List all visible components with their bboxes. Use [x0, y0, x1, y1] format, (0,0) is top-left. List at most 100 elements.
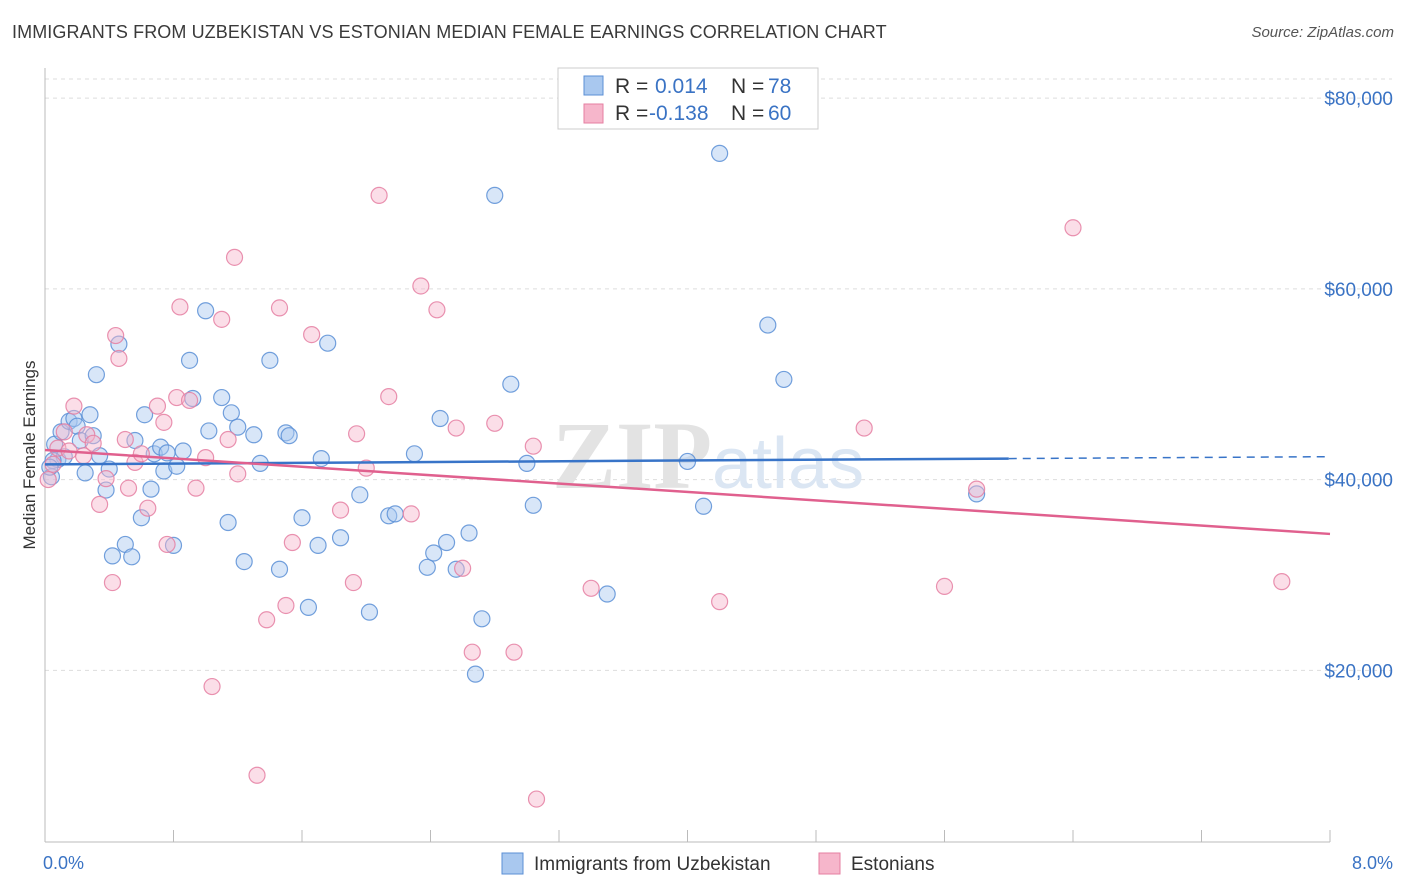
estonians-point	[344, 573, 362, 592]
estonians-point	[155, 413, 173, 431]
uzbekistan-point	[386, 505, 404, 523]
estonians-point	[219, 430, 237, 449]
estonians-point	[203, 677, 221, 696]
estonians-point	[158, 535, 176, 554]
legend-swatch-estonians	[583, 103, 604, 124]
estonians-point	[1273, 573, 1291, 591]
uzbekistan-point	[524, 496, 542, 514]
estonians-point	[283, 533, 301, 552]
uzbekistan-point	[103, 547, 122, 565]
estonians-point	[935, 577, 954, 595]
estonians-point	[180, 391, 199, 410]
uzbekistan-point	[312, 449, 330, 468]
chart-source: Source: ZipAtlas.com	[1251, 24, 1394, 41]
uzbekistan-point	[213, 388, 231, 407]
estonians-point	[91, 495, 109, 513]
uzbekistan-point	[277, 424, 295, 442]
legend-n-value-2: 60	[768, 102, 791, 125]
series-legend: Immigrants from Uzbekistan Estonians	[501, 852, 934, 875]
uzbekistan-point	[180, 351, 199, 369]
estonians-point	[97, 470, 115, 488]
uzbekistan-point	[968, 485, 986, 503]
estonians-point	[107, 326, 125, 345]
estonians-point	[229, 465, 247, 483]
uzbekistan-point	[219, 513, 237, 532]
legend-r-label-1: R =	[615, 75, 648, 98]
legend-swatch-uzbekistan	[583, 75, 604, 96]
uzbekistan-point	[229, 418, 247, 436]
uzbekistan-point	[60, 412, 78, 430]
estonians-point	[524, 437, 542, 455]
estonians-point	[258, 611, 276, 629]
uzbekistan-point	[76, 464, 94, 482]
x-tick-labels: 0.0% 8.0%	[43, 853, 1393, 873]
legend-bottom-swatch-estonians	[818, 852, 841, 875]
y-axis-label: Median Female Earnings	[20, 361, 39, 550]
uzbekistan-point	[270, 560, 289, 578]
correlation-legend: R = 0.014 N = 78 R = -0.138 N = 60	[557, 67, 819, 130]
estonians-point	[84, 434, 102, 452]
uzbekistan-point	[405, 445, 424, 463]
uzbekistan-point	[280, 427, 298, 445]
legend-bottom-label-estonians: Estonians	[851, 854, 934, 875]
estonians-point	[486, 414, 504, 432]
uzbekistan-point	[502, 375, 520, 393]
uzbekistan-point	[460, 524, 478, 542]
estonians-point	[331, 501, 350, 519]
uzbekistan-point	[299, 598, 318, 616]
estonians-point	[110, 349, 128, 368]
uzbekistan-point	[486, 186, 504, 204]
y-tick-label-0: $20,000	[1324, 661, 1393, 682]
uzbekistan-point	[319, 334, 337, 352]
uzbekistan-point	[437, 533, 456, 552]
y-tick-label-1: $40,000	[1324, 471, 1393, 492]
estonians-point	[447, 419, 465, 437]
uzbekistan-point	[200, 422, 218, 440]
estonians-point	[270, 299, 289, 317]
estonians-point	[187, 479, 205, 497]
uzbekistan-point	[466, 665, 485, 683]
estonians-point	[454, 559, 472, 577]
watermark-atlas: atlas	[712, 424, 864, 504]
uzbekistan-point	[309, 536, 327, 554]
uzbekistan-point	[87, 366, 106, 384]
uzbekistan-point	[164, 536, 183, 554]
legend-bottom-label-uzbekistan: Immigrants from Uzbekistan	[534, 854, 771, 875]
uzbekistan-point	[775, 370, 793, 389]
trend-line-uzbekistan-extension	[1008, 455, 1331, 460]
grid-lines	[45, 78, 1392, 671]
uzbekistan-point	[431, 409, 449, 428]
estonians-point	[463, 643, 481, 661]
uzbekistan-point	[711, 144, 729, 162]
estonians-point	[277, 596, 295, 615]
y-tick-label-3: $80,000	[1324, 89, 1393, 110]
legend-r-value-2: -0.138	[649, 102, 709, 125]
trend-line-uzbekistan	[44, 457, 1009, 466]
estonians-point	[65, 397, 83, 415]
axes	[44, 68, 1331, 843]
estonians-point	[126, 453, 144, 472]
legend-n-label-1: N =	[731, 75, 764, 98]
y-tick-labels: $20,000 $40,000 $60,000 $80,000	[1324, 89, 1393, 682]
estonians-point	[855, 419, 873, 437]
estonians-point	[505, 643, 523, 661]
trend-line-estonians	[44, 448, 1331, 536]
estonians-point	[711, 593, 729, 611]
estonians-point	[428, 301, 446, 319]
estonians-point	[248, 766, 266, 784]
uzbekistan-point	[425, 544, 443, 562]
estonians-point	[55, 423, 73, 441]
legend-n-value-1: 78	[768, 75, 791, 98]
legend-r-value-1: 0.014	[655, 75, 708, 98]
estonians-point	[132, 445, 150, 463]
uzbekistan-point	[197, 302, 215, 320]
estonians-point	[116, 430, 134, 449]
uzbekistan-point	[152, 438, 170, 456]
estonians-point	[402, 505, 420, 523]
estonians-point	[370, 186, 388, 204]
uzbekistan-point	[81, 406, 99, 424]
estonians-point	[225, 248, 244, 266]
estonians-point	[171, 298, 189, 316]
estonians-point	[78, 426, 96, 444]
